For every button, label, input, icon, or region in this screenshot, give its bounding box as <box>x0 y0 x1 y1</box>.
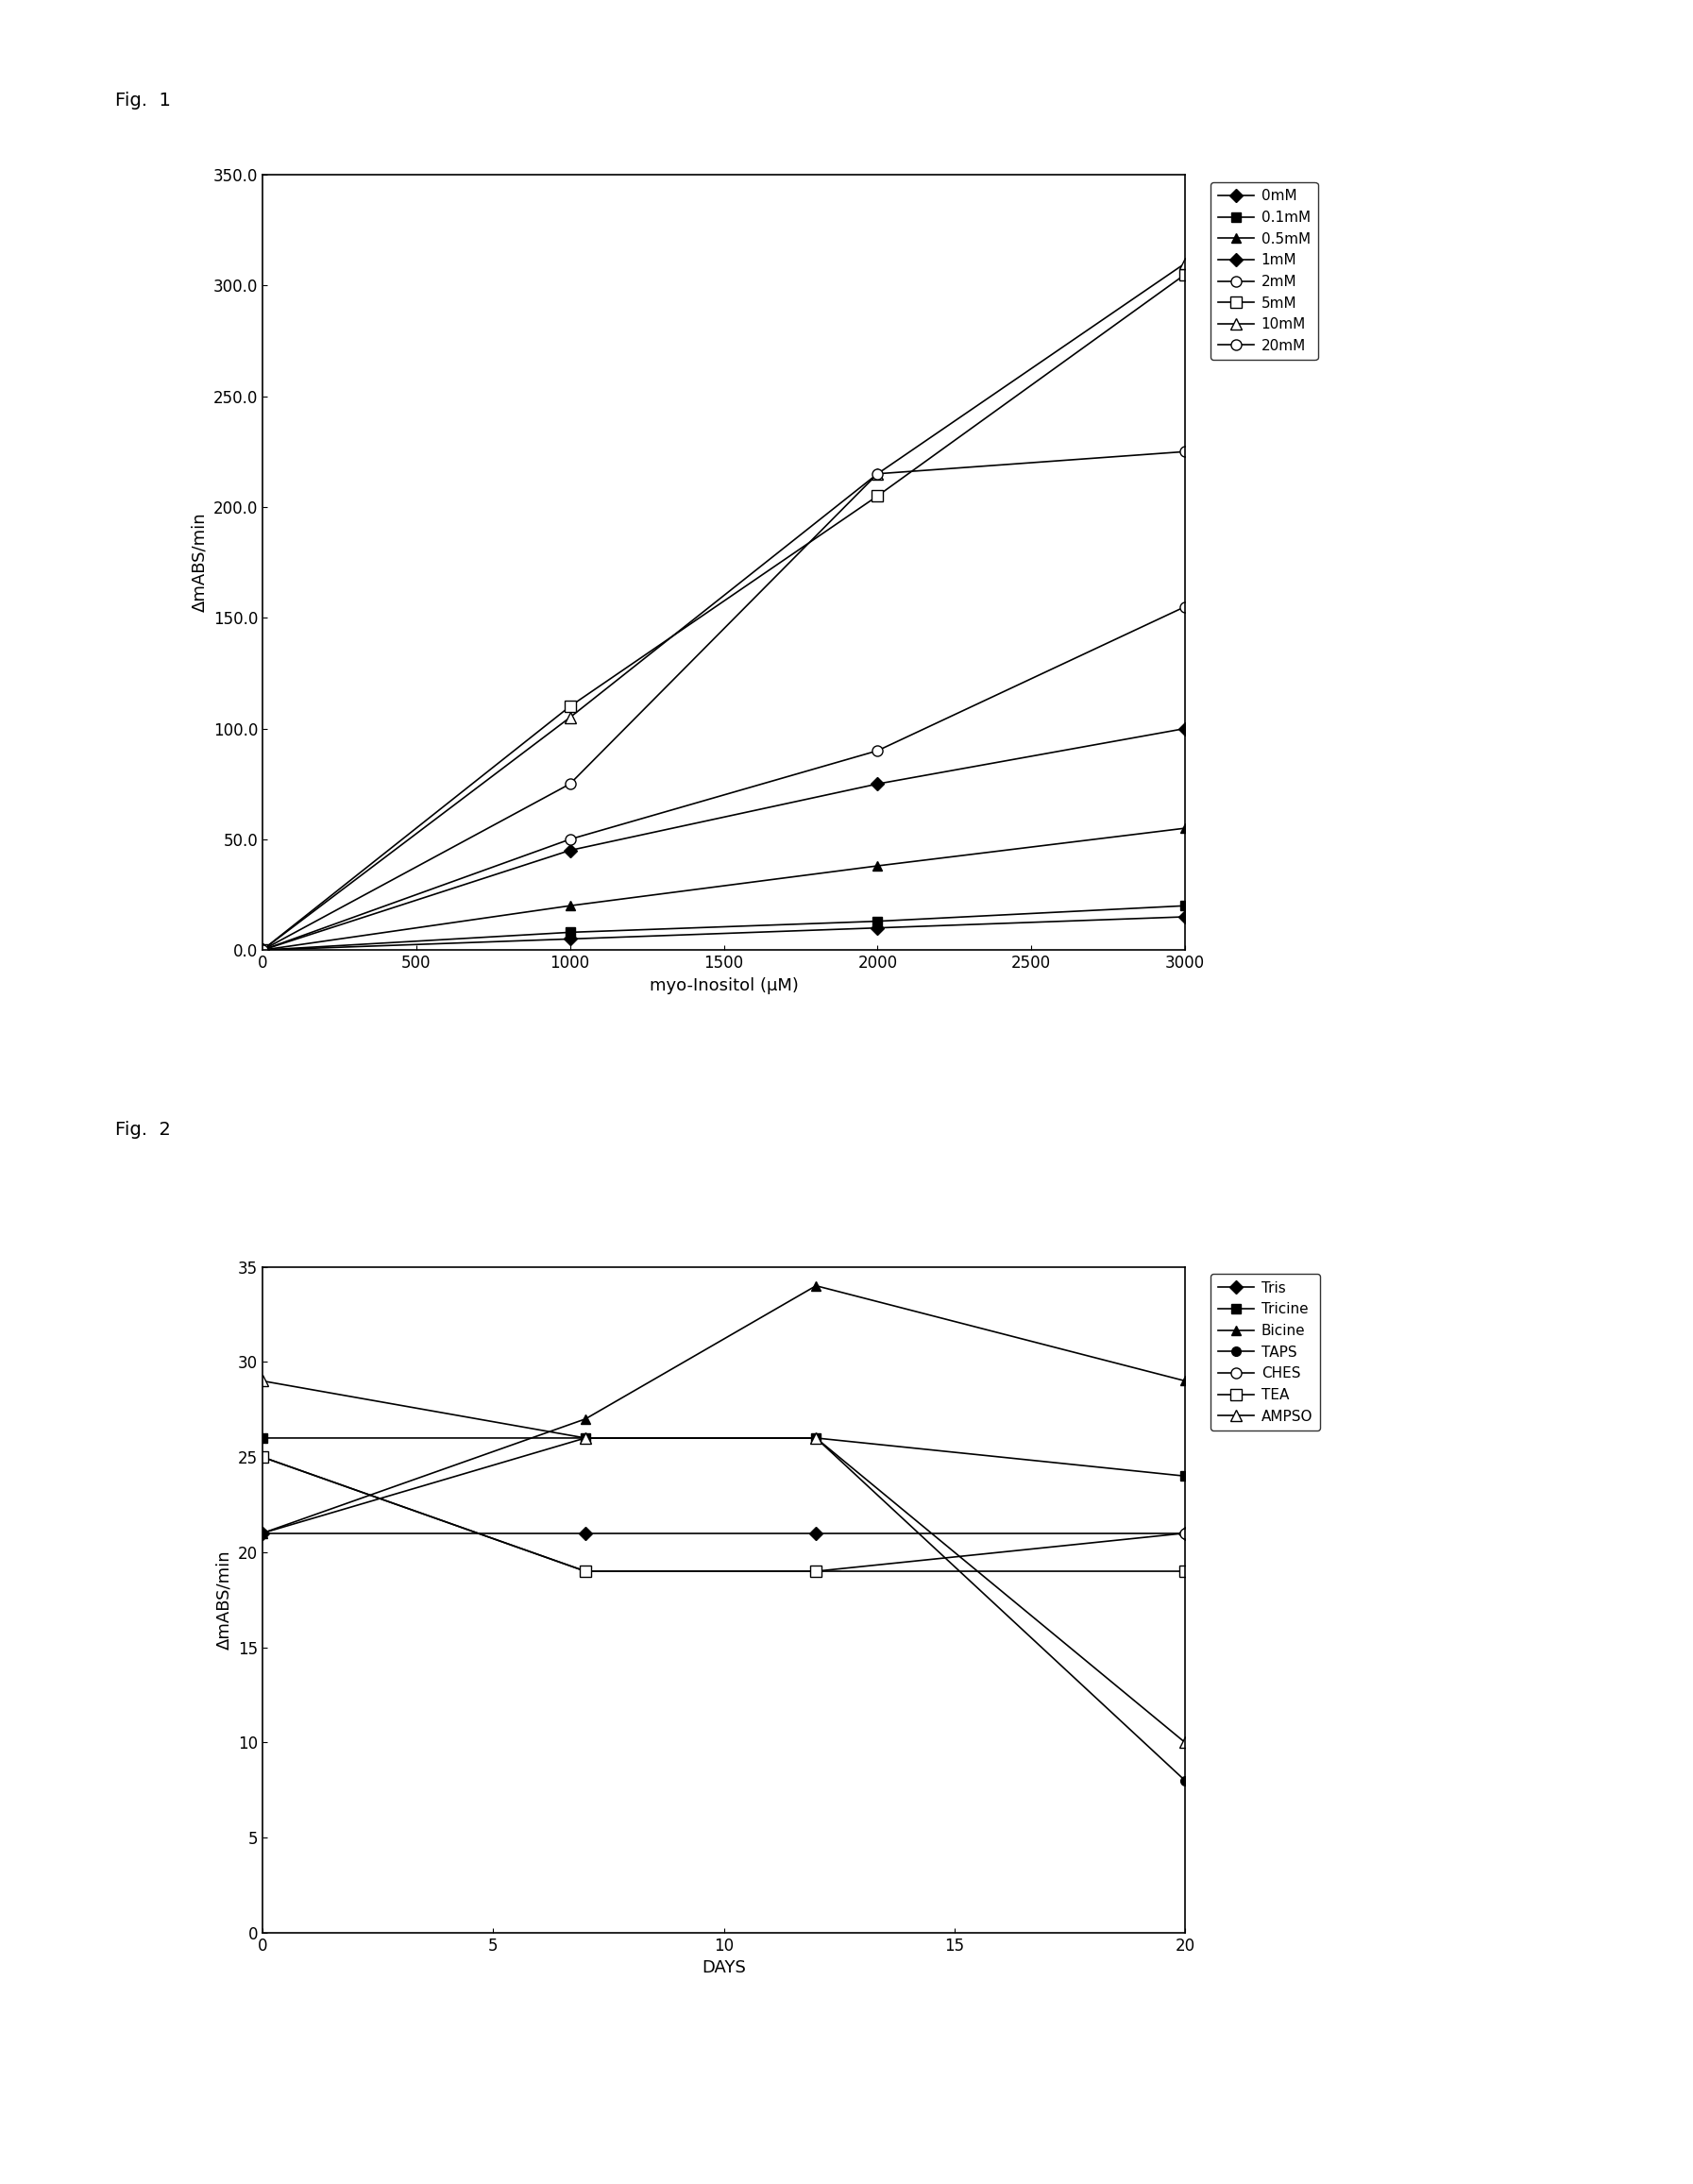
10mM <box>867 461 887 487</box>
0.5mM <box>252 937 273 963</box>
AMPSO <box>576 1424 596 1450</box>
0.1mM <box>867 909 887 935</box>
Tris <box>1175 1520 1195 1546</box>
AMPSO <box>252 1367 273 1393</box>
1mM <box>867 771 887 797</box>
Line: 0.5mM: 0.5mM <box>257 823 1190 954</box>
20mM <box>867 461 887 487</box>
Legend: 0mM, 0.1mM, 0.5mM, 1mM, 2mM, 5mM, 10mM, 20mM: 0mM, 0.1mM, 0.5mM, 1mM, 2mM, 5mM, 10mM, … <box>1210 181 1317 360</box>
20mM <box>560 771 581 797</box>
Text: Fig.  1: Fig. 1 <box>115 92 171 109</box>
0.1mM <box>252 937 273 963</box>
TEA <box>806 1557 826 1583</box>
Tricine <box>1175 1463 1195 1489</box>
Line: 0mM: 0mM <box>257 913 1190 954</box>
10mM <box>560 703 581 729</box>
Text: Fig.  2: Fig. 2 <box>115 1120 171 1138</box>
0mM <box>252 937 273 963</box>
Tricine <box>252 1424 273 1450</box>
Bicine <box>252 1520 273 1546</box>
X-axis label: myo-Inositol (μM): myo-Inositol (μM) <box>648 976 799 994</box>
5mM <box>1175 262 1195 288</box>
Tricine <box>576 1424 596 1450</box>
TEA <box>576 1557 596 1583</box>
CHES <box>252 1444 273 1470</box>
2mM <box>252 937 273 963</box>
5mM <box>252 937 273 963</box>
Line: 1mM: 1mM <box>257 723 1190 954</box>
2mM <box>867 738 887 764</box>
TAPS <box>806 1424 826 1450</box>
5mM <box>560 692 581 719</box>
Line: TEA: TEA <box>257 1452 1190 1577</box>
20mM <box>252 937 273 963</box>
2mM <box>560 826 581 852</box>
Line: Bicine: Bicine <box>257 1282 1190 1538</box>
Line: 0.1mM: 0.1mM <box>257 902 1190 954</box>
Line: CHES: CHES <box>257 1452 1190 1577</box>
0.5mM <box>1175 815 1195 841</box>
TEA <box>252 1444 273 1470</box>
TAPS <box>252 1520 273 1546</box>
CHES <box>1175 1520 1195 1546</box>
Line: 10mM: 10mM <box>257 258 1190 954</box>
1mM <box>252 937 273 963</box>
Tris <box>806 1520 826 1546</box>
Bicine <box>1175 1367 1195 1393</box>
CHES <box>806 1557 826 1583</box>
AMPSO <box>1175 1730 1195 1756</box>
Line: Tricine: Tricine <box>257 1433 1190 1481</box>
Line: 20mM: 20mM <box>257 446 1190 954</box>
0.5mM <box>560 893 581 919</box>
X-axis label: DAYS: DAYS <box>701 1959 747 1977</box>
TAPS <box>576 1424 596 1450</box>
Line: Tris: Tris <box>257 1529 1190 1538</box>
Tris <box>576 1520 596 1546</box>
AMPSO <box>806 1424 826 1450</box>
Legend: Tris, Tricine, Bicine, TAPS, CHES, TEA, AMPSO: Tris, Tricine, Bicine, TAPS, CHES, TEA, … <box>1210 1273 1321 1431</box>
Bicine <box>576 1406 596 1433</box>
Tris <box>252 1520 273 1546</box>
0.5mM <box>867 852 887 878</box>
Tricine <box>806 1424 826 1450</box>
TEA <box>1175 1557 1195 1583</box>
1mM <box>560 836 581 863</box>
5mM <box>867 483 887 509</box>
Y-axis label: ΔmABS/min: ΔmABS/min <box>191 513 208 612</box>
Line: AMPSO: AMPSO <box>257 1376 1190 1747</box>
10mM <box>252 937 273 963</box>
Line: TAPS: TAPS <box>257 1433 1190 1784</box>
20mM <box>1175 439 1195 465</box>
1mM <box>1175 716 1195 743</box>
TAPS <box>1175 1767 1195 1793</box>
Line: 5mM: 5mM <box>257 269 1190 954</box>
2mM <box>1175 594 1195 620</box>
0.1mM <box>1175 893 1195 919</box>
Line: 2mM: 2mM <box>257 601 1190 954</box>
0.1mM <box>560 919 581 946</box>
Bicine <box>806 1273 826 1299</box>
0mM <box>867 915 887 941</box>
10mM <box>1175 251 1195 277</box>
0mM <box>1175 904 1195 930</box>
Y-axis label: ΔmABS/min: ΔmABS/min <box>215 1551 232 1649</box>
0mM <box>560 926 581 952</box>
CHES <box>576 1557 596 1583</box>
